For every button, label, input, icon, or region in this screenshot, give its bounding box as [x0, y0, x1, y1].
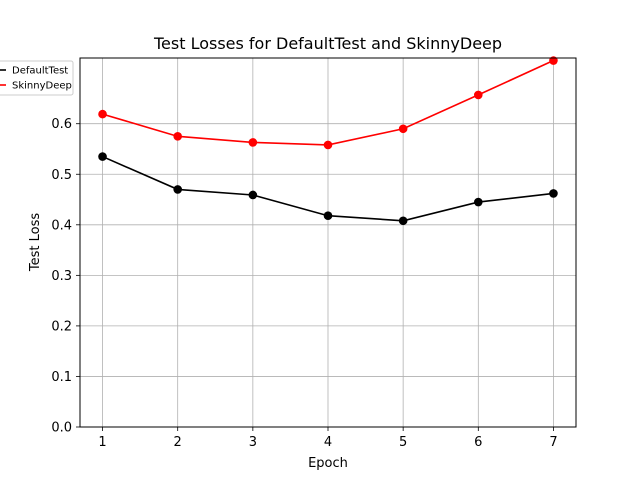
data-point	[173, 132, 182, 141]
legend: DefaultTest SkinnyDeep	[0, 60, 74, 96]
y-tick-label: 0.3	[51, 269, 72, 284]
legend-item: SkinnyDeep	[0, 81, 72, 92]
x-tick-label: 3	[249, 435, 257, 450]
x-tick-label: 5	[399, 435, 407, 450]
x-tick-label: 1	[98, 435, 106, 450]
y-tick-label: 0.0	[51, 421, 72, 436]
data-point	[98, 109, 107, 119]
data-point	[398, 216, 408, 226]
series-defaulttest	[98, 152, 558, 226]
data-point	[474, 197, 483, 207]
x-axis: 1 2 3 4 5 6 7	[98, 427, 558, 450]
y-tick-label: 0.4	[51, 218, 72, 233]
y-axis-label: Test Loss	[28, 213, 43, 272]
x-axis-label: Epoch	[308, 456, 348, 471]
data-point	[248, 138, 258, 147]
grid	[80, 58, 576, 428]
chart-title: Test Losses for DefaultTest and SkinnyDe…	[153, 34, 502, 53]
data-point	[474, 90, 483, 100]
y-tick-label: 0.5	[51, 168, 72, 183]
legend-label: DefaultTest	[12, 66, 68, 77]
series-skinnydeep	[98, 56, 558, 150]
y-tick-label: 0.6	[51, 117, 72, 132]
series-layer	[98, 56, 558, 226]
data-point	[98, 152, 107, 161]
legend-item: DefaultTest	[0, 66, 68, 77]
data-point	[323, 211, 333, 221]
y-tick-label: 0.1	[51, 370, 72, 385]
y-tick-label: 0.2	[51, 319, 72, 334]
x-tick-label: 4	[324, 435, 332, 450]
x-tick-label: 2	[174, 435, 182, 450]
data-point	[173, 185, 182, 194]
data-point	[323, 140, 333, 150]
data-point	[248, 190, 258, 200]
y-axis: 0.0 0.1 0.2 0.3 0.4 0.5 0.6	[51, 117, 80, 436]
data-point	[398, 124, 408, 134]
data-point	[549, 189, 558, 198]
x-tick-label: 6	[474, 435, 482, 450]
legend-box	[0, 60, 74, 96]
legend-label: SkinnyDeep	[12, 81, 72, 92]
x-tick-label: 7	[549, 435, 557, 450]
